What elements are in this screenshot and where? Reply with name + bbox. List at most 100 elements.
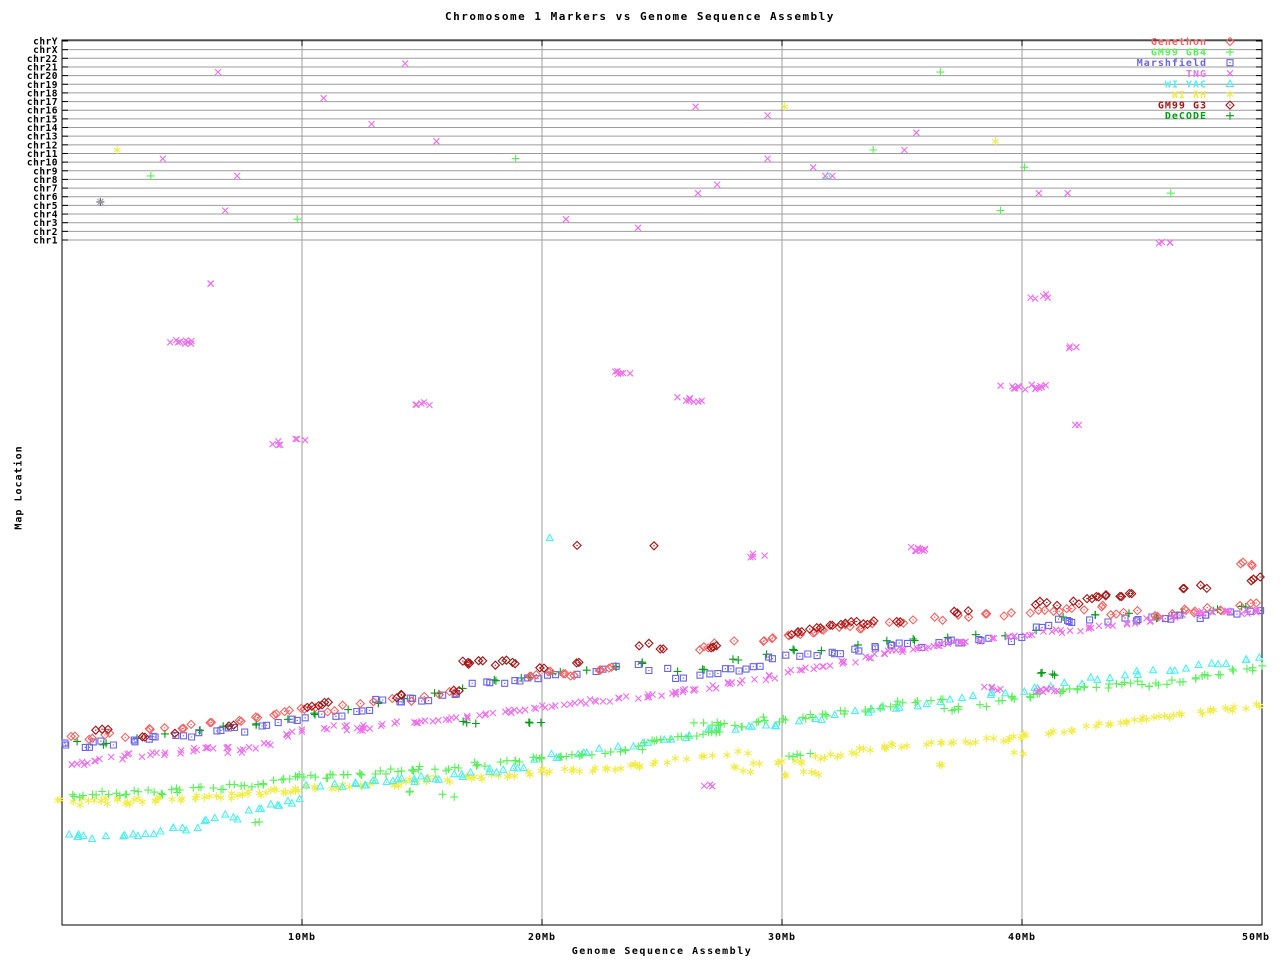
- scatter-point-wi_yac: [422, 773, 432, 782]
- scatter-point-gm99_gb4: [975, 700, 984, 709]
- scatter-point-gm99_gb4: [397, 767, 406, 776]
- legend-label-wi_rh: WI RH: [1172, 90, 1207, 101]
- scatter-point-tng: [700, 782, 708, 790]
- scatter-point-gm99_g3: [323, 697, 334, 707]
- scatter-point-genethon: [177, 723, 187, 734]
- scatter-point-wi_rh: [212, 792, 221, 800]
- scatter-point-tng: [482, 710, 490, 717]
- scatter-point-tng: [571, 699, 579, 707]
- scatter-point-wi_rh: [808, 768, 816, 776]
- chrom-hit-tng: [901, 146, 908, 154]
- scatter-point-tng: [566, 700, 574, 708]
- scatter-point-decode: [459, 717, 468, 726]
- scatter-point-tng: [1198, 607, 1205, 615]
- scatter-point-tng: [84, 759, 91, 767]
- scatter-point-gm99_gb4: [781, 716, 790, 724]
- scatter-point-wi_rh: [671, 754, 679, 763]
- scatter-point-wi_yac: [519, 763, 528, 771]
- scatter-point-marshfield: [81, 743, 89, 751]
- scatter-point-tng: [181, 340, 189, 348]
- scatter-point-gm99_g3: [963, 606, 974, 616]
- scatter-point-marshfield: [672, 674, 680, 682]
- scatter-point-marshfield: [706, 670, 714, 678]
- scatter-point-genethon: [767, 633, 777, 644]
- scatter-point-tng: [1048, 628, 1056, 635]
- scatter-point-gm99_g3: [786, 629, 797, 640]
- scatter-point-wi_rh: [138, 798, 146, 806]
- scatter-point-gm99_g3: [1042, 597, 1052, 608]
- scatter-point-wi_rh: [287, 788, 295, 797]
- scatter-point-wi_yac: [1105, 673, 1115, 682]
- scatter-point-tng: [956, 639, 964, 647]
- scatter-point-gm99_gb4: [879, 701, 887, 710]
- scatter-point-gm99_g3: [571, 658, 582, 668]
- scatter-point-wi_rh: [90, 796, 98, 805]
- scatter-point-gm99_gb4: [259, 780, 268, 789]
- scatter-point-genethon: [980, 609, 991, 619]
- chrom-hit-tng: [368, 120, 375, 128]
- chrom-hit-gm99_gb4: [936, 68, 945, 77]
- scatter-point-marshfield: [501, 679, 509, 687]
- scatter-point-tng: [679, 686, 687, 694]
- scatter-point-wi_rh: [177, 796, 185, 805]
- scatter-point-gm99_gb4: [1167, 676, 1176, 685]
- scatter-point-genethon: [1246, 559, 1257, 570]
- scatter-point-gm99_gb4: [785, 752, 793, 761]
- scatter-point-gm99_gb4: [638, 745, 647, 754]
- chrom-hit-tng: [1064, 189, 1071, 197]
- scatter-point-tng: [988, 684, 996, 692]
- scatter-point-gm99_gb4: [356, 770, 365, 779]
- scatter-point-tng: [884, 647, 892, 655]
- scatter-point-gm99_gb4: [450, 763, 459, 772]
- legend-marker-genethon: [1225, 36, 1235, 47]
- scatter-point-tng: [1087, 624, 1095, 632]
- scatter-point-wi_rh: [234, 791, 242, 800]
- scatter-point-wi_rh: [649, 760, 657, 769]
- scatter-point-tng: [1085, 625, 1093, 632]
- scatter-point-wi_rh: [1117, 718, 1125, 727]
- scatter-point-gm99_gb4: [822, 711, 831, 720]
- scatter-point-wi_yac: [178, 823, 187, 832]
- scatter-point-decode: [1038, 668, 1047, 677]
- chrom-label: chr3: [33, 218, 58, 229]
- scatter-point-gm99_gb4: [134, 787, 143, 796]
- scatter-point-tng: [288, 728, 296, 735]
- scatter-point-tng: [615, 695, 623, 702]
- scatter-point-wi_rh: [611, 765, 619, 774]
- scatter-point-tng: [153, 749, 160, 757]
- scatter-point-tng: [1223, 607, 1231, 614]
- scatter-point-gm99_g3: [825, 620, 835, 630]
- scatter-point-wi_yac: [485, 763, 495, 772]
- chrom-hit-wi_rh: [991, 137, 1000, 146]
- scatter-point-tng: [591, 697, 599, 704]
- scatter-point-tng: [698, 397, 706, 405]
- scatter-point-genethon: [1202, 602, 1213, 613]
- scatter-point-tng: [92, 757, 99, 765]
- scatter-point-wi_rh: [746, 768, 755, 776]
- scatter-point-wi_yac: [1148, 665, 1158, 674]
- chrom-label: chr1: [33, 236, 58, 247]
- scatter-point-tng: [1042, 686, 1050, 693]
- scatter-point-genethon: [70, 731, 80, 741]
- scatter-point-gm99_gb4: [167, 785, 176, 794]
- scatter-point-genethon: [1247, 561, 1257, 571]
- scatter-point-tng: [900, 646, 907, 654]
- chrom-hit-tng: [913, 129, 920, 137]
- scatter-point-gm99_gb4: [1065, 684, 1074, 693]
- scatter-point-tng: [1058, 629, 1066, 637]
- scatter-point-tng: [813, 663, 821, 670]
- scatter-point-gm99_g3: [891, 616, 902, 627]
- scatter-point-wi_yac: [794, 716, 804, 725]
- scatter-point-wi_yac: [547, 749, 556, 758]
- scatter-point-tng: [865, 654, 873, 661]
- scatter-point-wi_rh: [1123, 718, 1131, 727]
- scatter-point-gm99_gb4: [911, 698, 920, 707]
- scatter-point-gm99_gb4: [556, 753, 565, 762]
- scatter-point-gm99_gb4: [779, 714, 788, 723]
- scatter-point-tng: [997, 382, 1004, 390]
- scatter-point-gm99_gb4: [311, 773, 320, 782]
- scatter-point-wi_rh: [76, 801, 84, 809]
- scatter-point-gm99_gb4: [75, 793, 84, 802]
- scatter-point-wi_rh: [84, 796, 93, 805]
- scatter-point-marshfield: [1068, 618, 1076, 626]
